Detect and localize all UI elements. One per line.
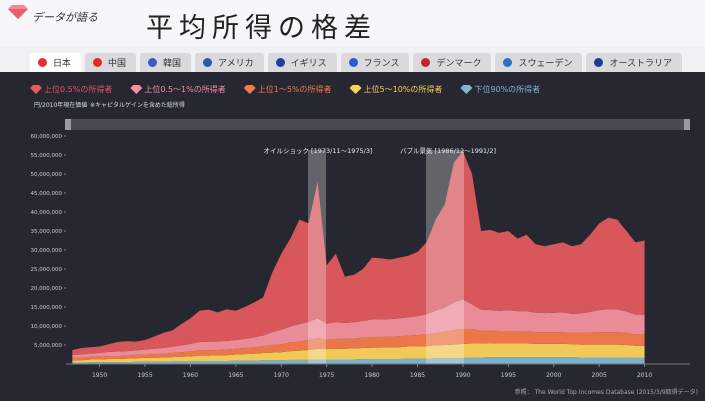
x-tick-label: 1965	[228, 372, 243, 379]
y-tick-label: 35,000,000	[31, 229, 63, 235]
tab-bar: 日本 中国 韓国 アメリカ イギリス フランス デンマーク スウェーデン オーストラリア	[30, 53, 683, 73]
country-tab[interactable]: アメリカ	[195, 53, 264, 72]
country-tab[interactable]: スウェーデン	[495, 53, 583, 72]
flag-icon	[594, 58, 604, 67]
x-tick-label: 2010	[637, 372, 652, 379]
y-tick-label: 5,000,000	[34, 343, 62, 349]
x-tick-label: 1990	[455, 372, 470, 379]
tab-label: アメリカ	[218, 59, 254, 69]
y-tick-label: 40,000,000	[31, 210, 63, 216]
country-tab[interactable]: フランス	[340, 53, 410, 72]
country-tab[interactable]: 日本	[30, 53, 82, 72]
tab-label: オーストラリア	[609, 59, 673, 69]
period-band	[308, 150, 326, 364]
header: データが語る 平均所得の格差	[0, 0, 705, 46]
legend-label: 上位0.5〜1%の所得者	[144, 84, 225, 94]
y-tick-label: 50,000,000	[31, 172, 63, 178]
x-tick-label: 2000	[546, 372, 561, 379]
x-tick-label: 1995	[501, 372, 516, 379]
country-tab[interactable]: デンマーク	[413, 53, 492, 72]
flag-icon	[93, 58, 103, 67]
y-tick-label: 45,000,000	[31, 191, 63, 197]
flag-icon	[203, 58, 213, 67]
country-tab[interactable]: 韓国	[140, 53, 192, 72]
tab-label: イギリス	[290, 59, 327, 69]
period-band	[426, 150, 464, 364]
x-tick-label: 1980	[364, 372, 379, 379]
range-slider[interactable]	[65, 119, 690, 130]
annotation: オイルショック [1973/11〜1975/3]	[263, 147, 372, 155]
y-tick-label: 55,000,000	[31, 153, 63, 159]
legend-icon	[243, 85, 256, 94]
flag-icon	[503, 58, 513, 67]
legend-label: 下位90%の所得者	[474, 84, 540, 94]
country-tab[interactable]: オーストラリア	[586, 53, 683, 72]
x-tick-label: 1960	[183, 372, 198, 379]
x-tick-label: 1985	[410, 372, 425, 379]
tab-label: 中国	[108, 59, 127, 69]
y-tick-label: 10,000,000	[31, 324, 63, 330]
y-tick-label: 30,000,000	[31, 248, 63, 254]
tab-label: スウェーデン	[518, 59, 573, 69]
legend-label: 上位0.5%の所得者	[44, 84, 112, 94]
legend-label: 上位1〜5%の所得者	[258, 84, 332, 94]
tab-label: 韓国	[163, 59, 182, 69]
legend-icon	[349, 85, 362, 94]
y-tick-label: 60,000,000	[31, 134, 63, 140]
legend-icon	[460, 85, 473, 94]
source: 参照： The World Top Incomes Database (2015…	[515, 388, 698, 396]
tab-label: フランス	[363, 59, 400, 69]
area	[72, 357, 645, 364]
unit-note: 円/2010年現在価値	[34, 101, 87, 109]
area	[72, 151, 645, 355]
x-tick-label: 2005	[592, 372, 607, 379]
flag-icon	[275, 58, 285, 67]
x-tick-label: 1970	[274, 372, 289, 379]
area	[72, 329, 645, 361]
x-tick-label: 1950	[92, 372, 107, 379]
country-tab[interactable]: 中国	[85, 53, 137, 72]
note: ※キャピタルゲインを含めた総所得	[90, 101, 185, 109]
legend-label: 上位5〜10%の所得者	[364, 84, 443, 94]
logo-icon	[8, 5, 28, 19]
flag-icon	[348, 58, 358, 67]
tab-label: 日本	[53, 59, 72, 69]
slider-handle[interactable]	[684, 119, 690, 130]
country-tab[interactable]: イギリス	[267, 53, 337, 72]
annotation: バブル景気 [1986/12〜1991/2]	[400, 146, 496, 155]
x-tick-label: 1975	[319, 372, 334, 379]
flag-icon	[421, 58, 431, 67]
x-tick-label: 1955	[137, 372, 152, 379]
legend-icon	[130, 85, 143, 94]
legend-icon	[30, 85, 42, 94]
area	[72, 343, 645, 363]
y-tick-label: 15,000,000	[31, 305, 63, 311]
flag-icon	[148, 58, 158, 67]
y-tick-label: 20,000,000	[31, 286, 63, 292]
slider-handle[interactable]	[65, 119, 71, 130]
y-tick-label: 25,000,000	[31, 267, 63, 273]
page-title: 平均所得の格差	[146, 13, 377, 44]
area	[72, 299, 645, 358]
logo: データが語る	[32, 11, 98, 24]
flag-icon	[38, 58, 47, 67]
tab-label: デンマーク	[436, 59, 482, 69]
